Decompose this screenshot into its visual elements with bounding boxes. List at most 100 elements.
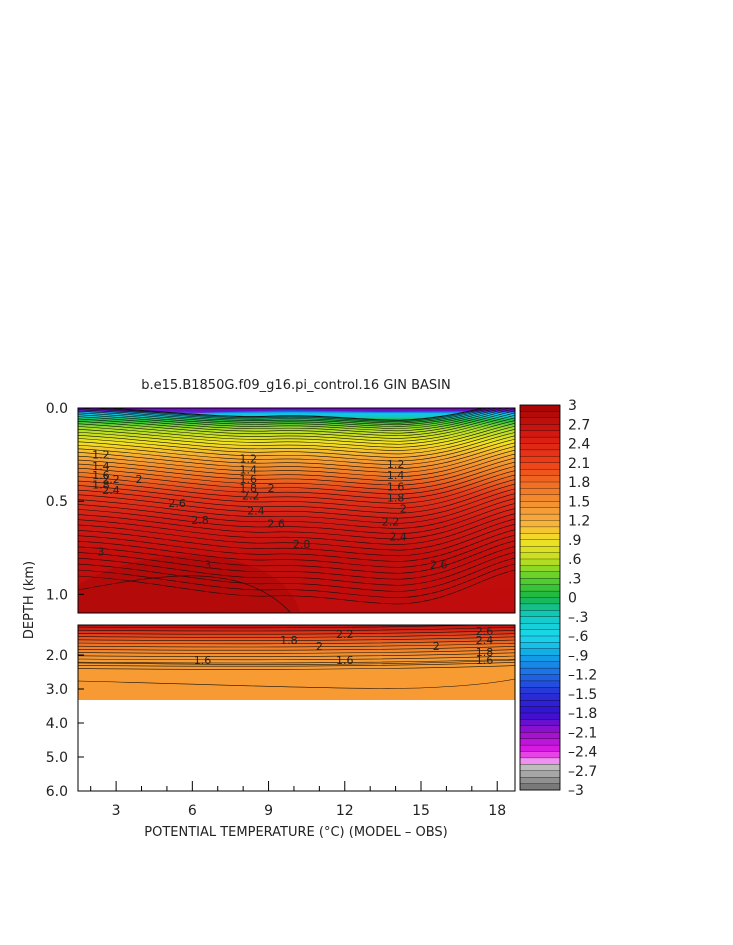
- colorbar-swatch: [519, 526, 561, 534]
- x-axis-label: POTENTIAL TEMPERATURE (°C) (MODEL – OBS): [144, 825, 448, 840]
- contour-label: 2: [316, 640, 323, 653]
- contour-label: 2.8: [293, 538, 311, 551]
- contour-label: 1.6: [194, 654, 212, 667]
- contour-label: 1.6: [239, 473, 257, 486]
- contour-line: [86, 408, 489, 423]
- colorbar-label: –2.7: [568, 764, 597, 780]
- contour-label: 1.8: [387, 491, 405, 504]
- contour-line: [78, 518, 515, 551]
- colorbar-swatch: [519, 475, 561, 483]
- colorbar-swatch: [519, 449, 561, 457]
- colorbar: 3 2.7 2.4 2.1 1.8 1.5 1.2 .9 .6 .3 0 –.3 –.6 –.9 –1.2 –…: [519, 398, 597, 799]
- contour-line: [78, 417, 515, 442]
- contour-label: 2.4: [476, 634, 494, 647]
- contour-line: [78, 488, 515, 519]
- colorbar-label: 3: [568, 398, 577, 414]
- contour-label: 1.6: [336, 654, 354, 667]
- contour-line: [78, 446, 515, 473]
- contour-line: [78, 453, 515, 482]
- y-axis-label: DEPTH (km): [22, 561, 37, 639]
- contour-label: 1.4: [239, 464, 257, 477]
- colorbar-swatch: [519, 783, 561, 791]
- colorbar-swatch: [519, 623, 561, 630]
- contour-line: [78, 498, 515, 529]
- colorbar-label: –3: [568, 783, 584, 799]
- colorbar-label: .9: [568, 533, 581, 549]
- contour-line: [78, 474, 515, 504]
- contour-line: [78, 479, 515, 509]
- colorbar-label: 2.1: [568, 456, 590, 472]
- colorbar-swatch: [519, 674, 561, 682]
- contour-line: [78, 678, 515, 689]
- colorbar-swatch: [519, 700, 561, 707]
- colorbar-label: 1.5: [568, 494, 590, 510]
- contour-line: [78, 508, 515, 540]
- contour-line: [78, 546, 515, 580]
- colorbar-swatch: [519, 488, 561, 496]
- colorbar-label: .6: [568, 552, 581, 568]
- colorbar-swatch: [519, 462, 561, 470]
- contour-line: [78, 493, 515, 524]
- y-tick-label: 1.0: [46, 587, 68, 603]
- colorbar-swatch: [519, 481, 561, 489]
- colorbar-swatch: [519, 629, 561, 637]
- colorbar-swatch: [519, 443, 561, 451]
- contour-line: [78, 630, 515, 635]
- y-tick-label: 2.0: [46, 648, 68, 664]
- y-tick-label: 0.0: [46, 401, 68, 417]
- contour-line: [78, 429, 515, 455]
- x-tick-label: 9: [264, 803, 273, 819]
- contour-line: [78, 408, 505, 427]
- contour-line: [78, 563, 515, 598]
- contour-line: [78, 408, 512, 429]
- contour-line: [78, 569, 515, 605]
- contour-line: [78, 435, 515, 462]
- colorbar-swatch: [519, 764, 561, 772]
- contour-line: [78, 438, 515, 466]
- colorbar-label: –2.1: [568, 725, 597, 741]
- colorbar-swatch: [519, 417, 561, 425]
- contour-line: [78, 652, 515, 657]
- contour-label: 2.2: [336, 628, 354, 641]
- contour-line: [78, 551, 515, 586]
- colorbar-swatch: [519, 404, 561, 412]
- colorbar-swatch: [519, 635, 561, 643]
- colorbar-swatch: [519, 539, 561, 547]
- contour-line: [78, 658, 515, 664]
- contour-label: 1.2: [239, 452, 257, 465]
- colorbar-swatch: [519, 603, 561, 611]
- contour-label: 3: [204, 559, 211, 572]
- colorbar-swatch: [519, 725, 561, 733]
- contour-line: [78, 534, 515, 568]
- contour-line: [78, 442, 515, 469]
- colorbar-label: –1.5: [568, 687, 597, 703]
- colorbar-swatch: [519, 610, 561, 618]
- colorbar-swatch: [519, 732, 561, 740]
- contour-label: 2: [433, 640, 440, 653]
- colorbar-label: 1.8: [568, 475, 590, 491]
- contour-label: 2.4: [389, 531, 407, 544]
- contour-label: 1.8: [239, 482, 257, 495]
- contour-line: [78, 449, 515, 478]
- contour-line: [78, 461, 515, 490]
- colorbar-swatch: [519, 552, 561, 560]
- colorbar-swatch: [519, 533, 561, 541]
- colorbar-swatch: [519, 469, 561, 476]
- colorbar-swatch: [519, 712, 561, 720]
- x-tick-label: 15: [412, 803, 430, 819]
- contour-label: 1.4: [387, 469, 405, 482]
- colorbar-swatch: [519, 456, 561, 464]
- contour-line: [78, 420, 515, 445]
- upper-contour-lines: [78, 408, 515, 613]
- contour-line: [78, 626, 515, 632]
- y-tick-label: 0.5: [46, 494, 68, 510]
- y-axis-ticks: 0.0 0.5 1.0 2.0 3.0 4.0 5.0 6.0: [46, 401, 84, 800]
- contour-line: [78, 665, 515, 670]
- contour-line: [78, 633, 515, 638]
- colorbar-swatch: [519, 501, 561, 509]
- contour-label: 1.2: [387, 458, 405, 471]
- colorbar-label: 2.4: [568, 437, 590, 453]
- x-tick-label: 3: [112, 803, 121, 819]
- contour-label: 1.8: [280, 634, 298, 647]
